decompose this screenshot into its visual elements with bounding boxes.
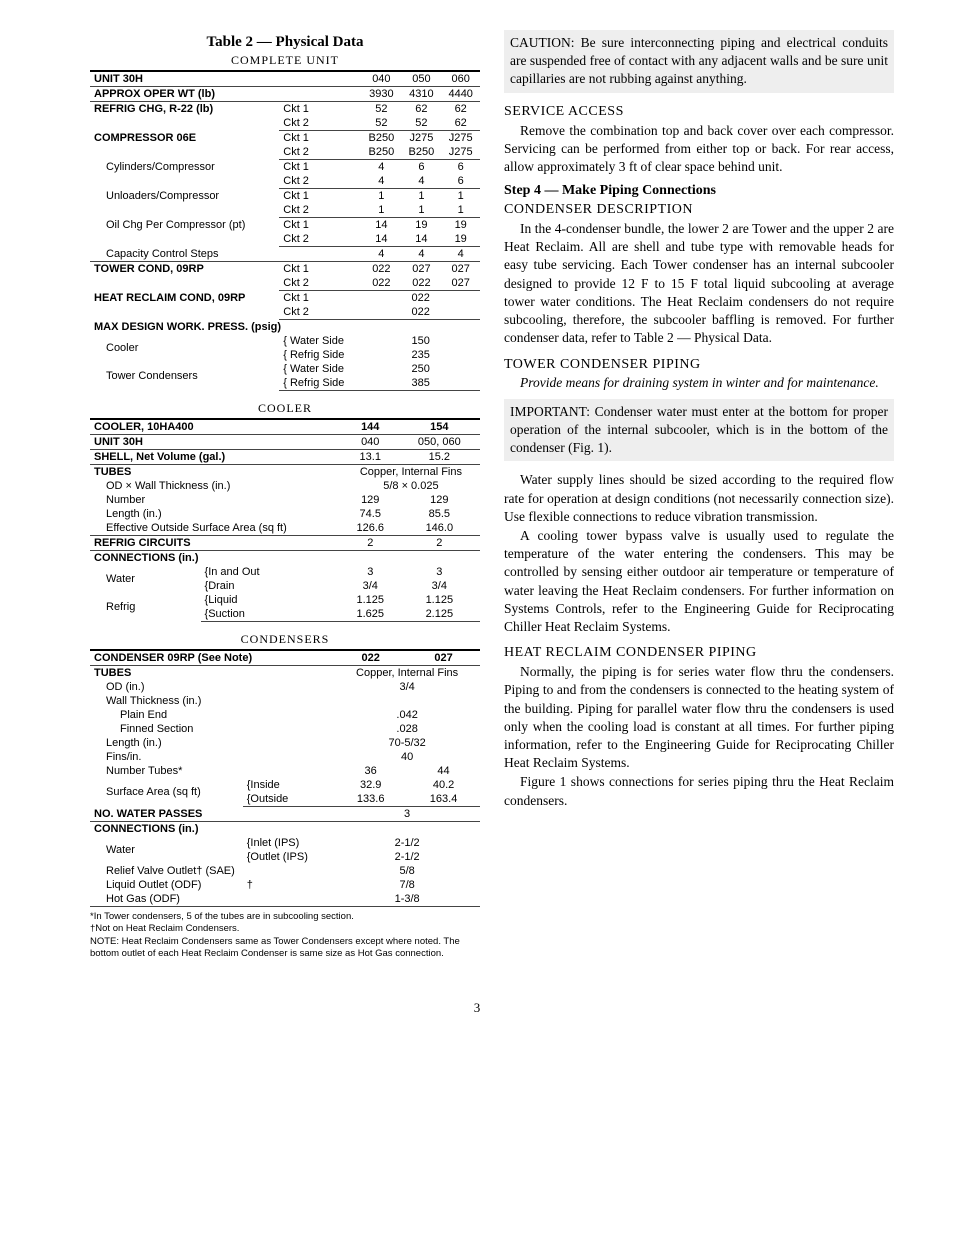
left-column: Table 2 — Physical Data COMPLETE UNIT UN…	[90, 30, 480, 960]
right-column: CAUTION: Be sure interconnecting piping …	[504, 30, 894, 960]
service-access-paragraph: Remove the combination top and back cove…	[504, 122, 894, 177]
complete-unit-table: UNIT 30H 040 050 060 APPROX OPER WT (lb)…	[90, 70, 480, 391]
heat-reclaim-heading: HEAT RECLAIM CONDENSER PIPING	[504, 644, 894, 663]
heat-p2: Figure 1 shows connections for series pi…	[504, 773, 894, 809]
important-box: IMPORTANT: Condenser water must enter at…	[504, 399, 894, 462]
tower-piping-heading: TOWER CONDENSER PIPING	[504, 356, 894, 375]
caution-box: CAUTION: Be sure interconnecting piping …	[504, 30, 894, 93]
cooler-table: COOLER, 10HA400 144 154 UNIT 30H 040 050…	[90, 418, 480, 622]
table-title: Table 2 — Physical Data	[90, 34, 480, 51]
complete-unit-subtitle: COMPLETE UNIT	[90, 53, 480, 68]
service-access-heading: SERVICE ACCESS	[504, 103, 894, 122]
page-number: 3	[0, 1000, 954, 1016]
tower-piping-italic: Provide means for draining system in win…	[504, 374, 894, 392]
cooler-subtitle: COOLER	[90, 401, 480, 416]
heat-p1: Normally, the piping is for series water…	[504, 663, 894, 772]
condensers-subtitle: CONDENSERS	[90, 632, 480, 647]
condenser-desc-paragraph: In the 4-condenser bundle, the lower 2 a…	[504, 220, 894, 348]
cell: 3930	[361, 87, 401, 102]
t1-header-c2: 050	[401, 71, 441, 87]
footnotes: *In Tower condensers, 5 of the tubes are…	[90, 911, 480, 960]
condensers-table: CONDENSER 09RP (See Note) 022 027 TUBES …	[90, 649, 480, 907]
t1-row-label: REFRIG CHG, R-22 (lb)	[90, 102, 279, 131]
tower-p2: A cooling tower bypass valve is usually …	[504, 527, 894, 636]
t1-row-label: APPROX OPER WT (lb)	[90, 87, 361, 102]
cell: 4310	[401, 87, 441, 102]
t1-header-c1: 040	[361, 71, 401, 87]
condenser-desc-heading: CONDENSER DESCRIPTION	[504, 201, 894, 220]
tower-p1: Water supply lines should be sized accor…	[504, 471, 894, 526]
step4-heading: Step 4 — Make Piping Connections	[504, 182, 894, 201]
t1-header-unit: UNIT 30H	[90, 71, 361, 87]
cell: 4440	[441, 87, 480, 102]
t1-header-c3: 060	[441, 71, 480, 87]
